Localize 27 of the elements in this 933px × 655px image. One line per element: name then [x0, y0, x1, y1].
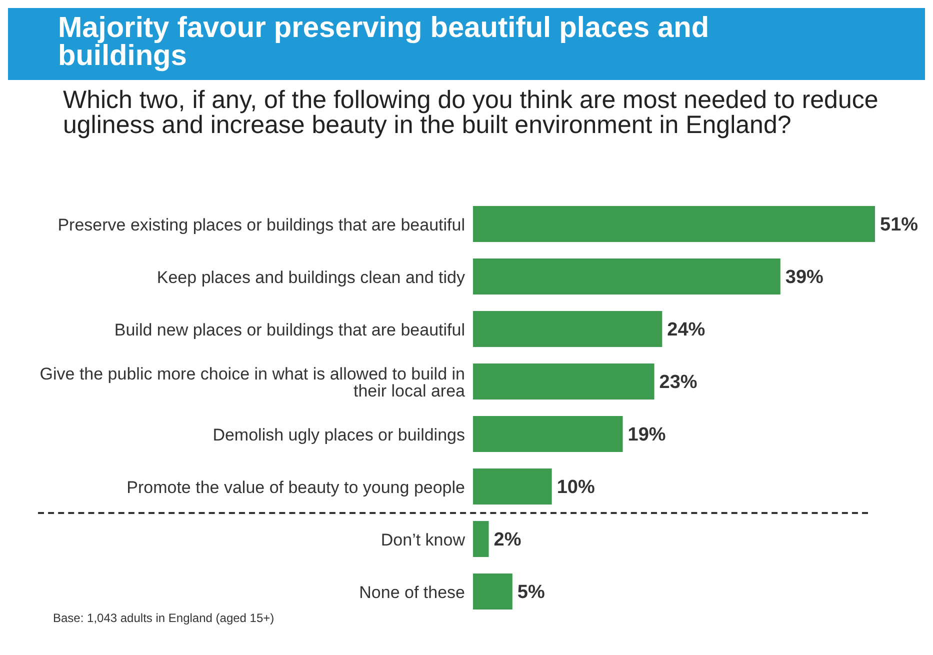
data-label: 2%: [494, 530, 522, 551]
chart-subtitle: Which two, if any, of the following do you think are most needed to reduce ugliness and increase beauty in the built environment in England?: [62, 85, 880, 139]
data-label: 5%: [517, 582, 545, 604]
bar: [473, 574, 512, 610]
y-tick-label: Build new places or buildings that are beautiful: [114, 320, 465, 340]
bar: [473, 416, 623, 452]
bar: [473, 311, 662, 347]
data-label: 39%: [785, 267, 824, 288]
text: Base: 1,043 adults in England (aged 15+): [53, 611, 274, 625]
data-label: 51%: [880, 214, 918, 236]
y-tick-label: Preserve existing places or buildings that are beautiful: [58, 215, 465, 234]
y-tick-label: Keep places and buildings clean and tidy: [156, 268, 466, 287]
bar: [473, 521, 489, 557]
y-tick-label: Don’t know: [380, 530, 466, 550]
bar: [473, 468, 552, 504]
y-tick-label: Give the public more choice in what is allowed to build in their local area: [40, 364, 466, 400]
y-tick-label: None of these: [359, 582, 465, 602]
data-label: 19%: [628, 424, 666, 446]
bar: [473, 364, 654, 400]
data-label: 10%: [556, 477, 595, 498]
bar: [473, 258, 780, 294]
y-tick-label: Demolish ugly places or buildings: [212, 425, 465, 444]
y-tick-label: Promote the value of beauty to young people: [126, 478, 465, 497]
data-label: 24%: [667, 320, 706, 341]
data-label: 23%: [659, 372, 698, 394]
bar: [473, 206, 875, 242]
chart-title: Majority favour preserving beautiful places and buildings: [8, 8, 925, 80]
